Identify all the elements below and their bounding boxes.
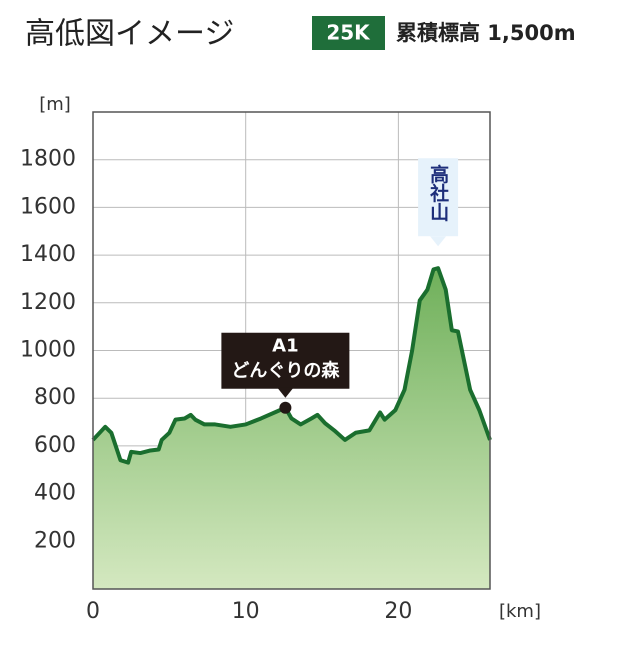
- callout-box: [221, 332, 350, 389]
- chart-title: 高低図イメージ: [25, 17, 234, 52]
- plot-frame: [92, 111, 491, 590]
- area-fill: [93, 268, 490, 589]
- y-tick-label: 800: [34, 385, 76, 410]
- callout-label: どんぐりの森: [231, 360, 340, 382]
- y-tick-label: 1600: [20, 194, 76, 219]
- badge: 25K: [326, 21, 371, 45]
- waypoint-dot: [279, 401, 292, 414]
- callout-pointer: [277, 387, 294, 398]
- y-tick-label: 1800: [20, 147, 76, 172]
- summary: 累積標高 1,500m: [396, 21, 576, 45]
- y-tick-label: 1200: [20, 290, 76, 315]
- y-tick-label: 200: [34, 528, 76, 553]
- peak-box: [418, 158, 459, 237]
- y-tick-label: 1400: [20, 242, 76, 267]
- peak-label: 高社山: [427, 163, 450, 221]
- y-unit: [m]: [39, 94, 71, 115]
- callout-label: A1: [272, 336, 298, 357]
- peak-pointer: [430, 236, 447, 247]
- x-unit: [km]: [499, 601, 541, 622]
- x-tick-label: 20: [384, 599, 412, 624]
- y-tick-label: 400: [34, 481, 76, 506]
- badge-box: [312, 16, 385, 50]
- y-tick-label: 600: [34, 433, 76, 458]
- elevation-line: [91, 266, 492, 465]
- x-tick-label: 0: [86, 599, 100, 624]
- x-tick-label: 10: [232, 599, 260, 624]
- y-tick-label: 1000: [20, 338, 76, 363]
